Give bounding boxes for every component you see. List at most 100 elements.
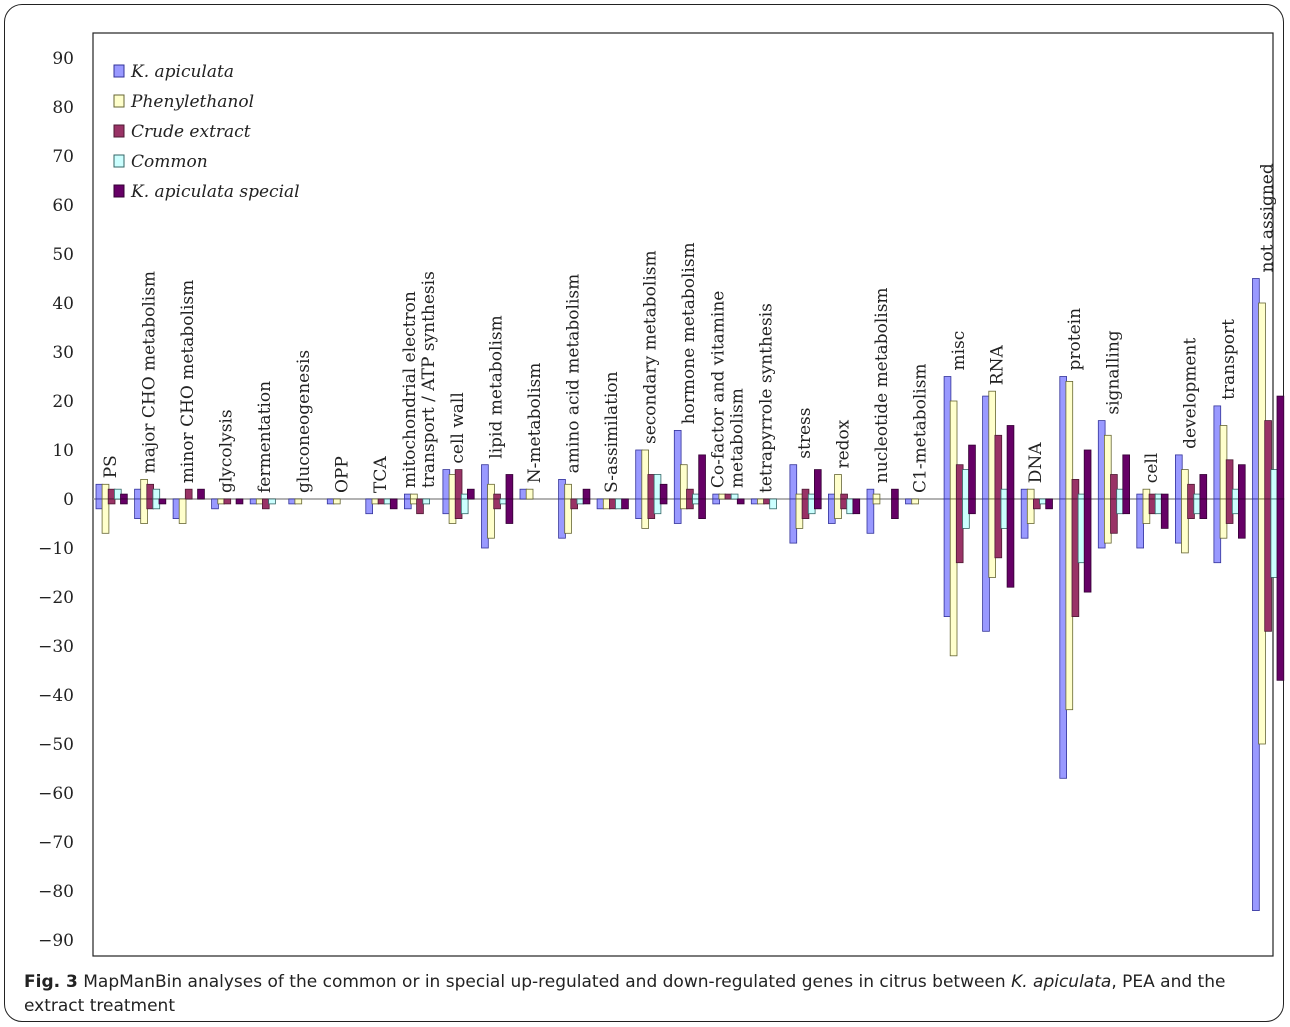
bar-down [905, 498, 913, 505]
bar-up [1006, 425, 1015, 500]
category-label: PS [101, 455, 121, 478]
bar-down [1033, 498, 1041, 510]
bar-up [814, 469, 822, 500]
bar-up [1187, 483, 1195, 500]
bar-down [891, 498, 899, 520]
category-label: minor CHO metabolism [178, 280, 198, 483]
category-label: redox [833, 419, 853, 468]
y-tick-label: −60 [38, 784, 74, 804]
y-tick-label: −50 [38, 735, 74, 755]
bar-up [840, 493, 848, 500]
bar-down [968, 498, 976, 515]
category-label: major CHO metabolism [140, 271, 160, 473]
bar-up [1122, 454, 1131, 500]
bar-down [1136, 498, 1145, 549]
bar-down [493, 498, 501, 510]
bar-up [1199, 474, 1208, 500]
bar-down [1160, 498, 1169, 529]
bar-up [466, 488, 475, 500]
figure-caption: Fig. 3 MapManBin analyses of the common … [24, 970, 1264, 1018]
bar-up [1264, 420, 1272, 500]
bar-down [261, 498, 270, 510]
bar-down [487, 498, 495, 539]
bar-down [1026, 498, 1035, 524]
bar-down [828, 498, 836, 524]
bar-up [197, 488, 205, 500]
category-label: stress [795, 407, 815, 458]
bar-down [235, 498, 244, 505]
bar-up [724, 493, 733, 500]
bar-up [872, 493, 881, 500]
bar-down [1264, 498, 1272, 632]
bar-down [211, 498, 219, 510]
bar-down [582, 498, 591, 505]
bar-down [178, 498, 187, 524]
y-tick-label: −90 [38, 931, 74, 951]
y-tick-label: −10 [38, 539, 74, 559]
category-label: S-assimilation [602, 371, 622, 493]
legend-label: Crude extract [131, 122, 251, 142]
bar-up [1276, 395, 1285, 500]
bar-down [801, 498, 810, 520]
y-tick-label: 10 [52, 441, 74, 461]
bar-down [107, 498, 116, 505]
bar-down [911, 498, 919, 505]
bar-down [872, 498, 881, 505]
bar-down [955, 498, 964, 564]
bar-up [1110, 474, 1118, 500]
y-tick-label: 40 [52, 294, 74, 314]
bar-down [1276, 498, 1285, 681]
category-label: not assigned [1258, 163, 1278, 272]
bar-up [1238, 464, 1246, 500]
y-tick-label: 90 [52, 49, 74, 69]
legend-label: K. apiculata special [130, 182, 300, 202]
bar-up [968, 444, 976, 500]
bar-down [1006, 498, 1015, 588]
bar-down [769, 498, 777, 510]
category-label: nucleotide metabolism [872, 287, 892, 483]
legend-label: Phenylethanol [130, 92, 254, 112]
bar-down [564, 498, 572, 534]
bar-up [1213, 405, 1222, 500]
bar-down [223, 498, 232, 505]
bar-down [653, 498, 662, 515]
bar-down [596, 498, 605, 510]
y-tick-label: −30 [38, 637, 74, 657]
bar-up [647, 474, 656, 500]
bar-down [158, 498, 167, 505]
bar-up [564, 483, 572, 500]
bar-down [698, 498, 706, 520]
y-tick-label: −80 [38, 882, 74, 902]
bar-down [422, 498, 430, 505]
bar-up [120, 493, 128, 500]
bar-up [505, 474, 514, 500]
bar-down [1181, 498, 1189, 554]
category-label: misc [949, 331, 969, 371]
bar-down [442, 498, 451, 515]
bar-down [1199, 498, 1208, 520]
legend-label: Common [131, 152, 208, 172]
category-label: transport / ATP synthesis [419, 271, 439, 488]
bar-up [582, 488, 591, 500]
legend-swatch [113, 184, 125, 198]
category-label: metabolism [727, 388, 747, 488]
bar-up [891, 488, 899, 500]
bar-down [866, 498, 875, 534]
bar-up [828, 493, 836, 500]
bar-up [519, 488, 528, 500]
bar-down [570, 498, 578, 510]
bar-up [1136, 493, 1145, 500]
bar-up [698, 454, 706, 500]
bar-down [416, 498, 424, 515]
bar-down [460, 498, 469, 515]
category-label: fermentation [255, 381, 275, 493]
category-label: TCA [371, 456, 391, 493]
bar-down [659, 498, 668, 505]
y-tick-label: −20 [38, 588, 74, 608]
bar-up [410, 493, 418, 500]
bar-down [1213, 498, 1222, 564]
category-label: signalling [1103, 330, 1123, 414]
caption-text-1: MapManBin analyses of the common or in s… [77, 972, 1012, 992]
category-label: tetrapyrrole synthesis [756, 303, 776, 493]
